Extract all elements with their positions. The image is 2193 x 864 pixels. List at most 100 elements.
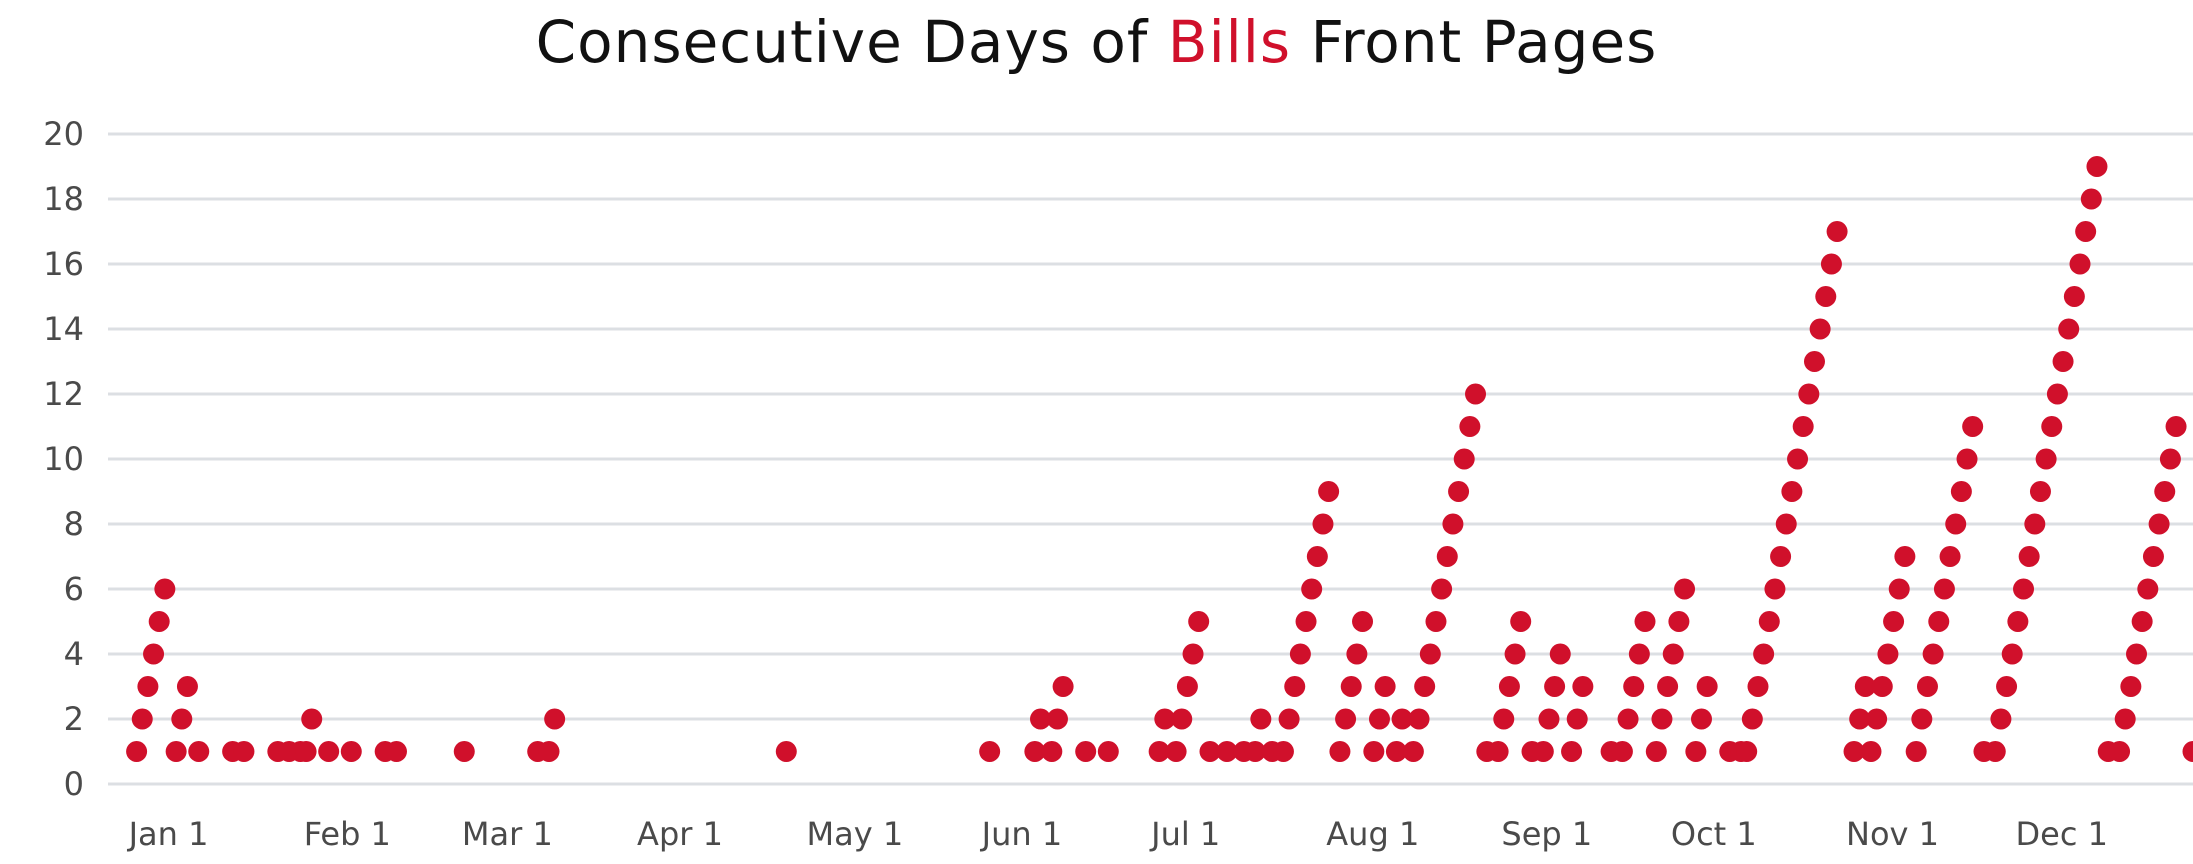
data-point xyxy=(2086,156,2108,177)
data-point xyxy=(385,741,407,762)
data-point xyxy=(154,578,176,600)
data-point xyxy=(1820,253,1842,275)
data-point xyxy=(165,741,187,762)
data-point xyxy=(1244,741,1266,762)
data-point xyxy=(1657,676,1679,697)
data-point xyxy=(2029,481,2051,502)
data-point xyxy=(1894,546,1916,567)
data-point xyxy=(2007,611,2029,632)
data-point xyxy=(1075,741,1097,762)
data-point xyxy=(1431,578,1453,600)
data-point xyxy=(1781,481,1803,502)
data-point xyxy=(1052,676,1074,697)
data-point xyxy=(1425,611,1447,632)
data-point xyxy=(1753,643,1775,665)
data-point xyxy=(1544,676,1566,697)
data-point xyxy=(1611,741,1633,762)
data-point xyxy=(1849,708,1871,730)
data-point xyxy=(2046,383,2068,405)
data-point xyxy=(1905,741,1927,762)
data-point xyxy=(2154,481,2176,502)
data-point xyxy=(1809,318,1831,340)
data-point xyxy=(2052,351,2074,372)
data-point xyxy=(1916,676,1938,697)
data-point xyxy=(1617,708,1639,730)
x-tick-label: Mar 1 xyxy=(462,815,553,853)
y-tick-label: 20 xyxy=(43,115,84,153)
data-point xyxy=(2018,546,2040,567)
data-point xyxy=(188,741,210,762)
data-point xyxy=(1690,708,1712,730)
x-tick-label: Apr 1 xyxy=(637,815,723,853)
data-point xyxy=(1318,481,1340,502)
data-point xyxy=(2142,546,2164,567)
data-point xyxy=(1775,513,1797,535)
data-point xyxy=(1030,708,1052,730)
data-point xyxy=(1408,708,1430,730)
data-point xyxy=(1866,708,1888,730)
data-point xyxy=(1306,546,1328,567)
data-point xyxy=(2137,578,2159,600)
data-point xyxy=(2080,188,2102,210)
data-point xyxy=(1826,221,1848,242)
data-point xyxy=(2131,611,2153,632)
data-point xyxy=(1493,708,1515,730)
data-point xyxy=(1165,741,1187,762)
y-tick-label: 6 xyxy=(64,570,84,608)
data-point xyxy=(2148,513,2170,535)
data-point xyxy=(1459,416,1481,437)
data-point xyxy=(1041,741,1063,762)
data-point xyxy=(2075,221,2097,242)
data-point xyxy=(1843,741,1865,762)
data-point xyxy=(1572,676,1594,697)
data-point xyxy=(318,741,340,762)
data-point xyxy=(1888,578,1910,600)
data-point xyxy=(2182,741,2193,762)
data-point xyxy=(1414,676,1436,697)
data-point xyxy=(148,611,170,632)
y-tick-label: 0 xyxy=(64,765,84,803)
data-point xyxy=(1487,741,1509,762)
data-point xyxy=(1634,611,1656,632)
data-point xyxy=(1928,611,1950,632)
data-point xyxy=(301,708,323,730)
x-tick-label: Jul 1 xyxy=(1149,815,1220,853)
data-point xyxy=(2058,318,2080,340)
data-point xyxy=(1696,676,1718,697)
data-point xyxy=(1498,676,1520,697)
data-point xyxy=(340,741,362,762)
data-point xyxy=(1628,643,1650,665)
data-point xyxy=(295,741,317,762)
data-point xyxy=(2126,643,2148,665)
data-point xyxy=(1352,611,1374,632)
data-point xyxy=(2165,416,2187,437)
x-tick-label: Jun 1 xyxy=(980,815,1063,853)
data-point xyxy=(1448,481,1470,502)
data-point xyxy=(1956,448,1978,470)
data-point xyxy=(1933,578,1955,600)
data-point xyxy=(2159,448,2181,470)
data-point xyxy=(1176,676,1198,697)
data-point xyxy=(1736,741,1758,762)
data-point xyxy=(2041,416,2063,437)
data-point xyxy=(2035,448,2057,470)
data-point xyxy=(1171,708,1193,730)
data-point xyxy=(1391,708,1413,730)
y-tick-label: 8 xyxy=(64,505,84,543)
y-tick-label: 12 xyxy=(43,375,84,413)
data-point xyxy=(176,676,198,697)
data-point xyxy=(1024,741,1046,762)
data-point xyxy=(2063,286,2085,307)
data-point xyxy=(1465,383,1487,405)
data-point xyxy=(775,741,797,762)
data-point xyxy=(1990,708,2012,730)
data-point xyxy=(2013,578,2035,600)
chart-title-accent: Bills xyxy=(1167,8,1292,76)
data-point xyxy=(1335,708,1357,730)
data-point xyxy=(1216,741,1238,762)
data-point xyxy=(1996,676,2018,697)
data-point xyxy=(1097,741,1119,762)
data-point xyxy=(137,676,159,697)
data-point xyxy=(1284,676,1306,697)
